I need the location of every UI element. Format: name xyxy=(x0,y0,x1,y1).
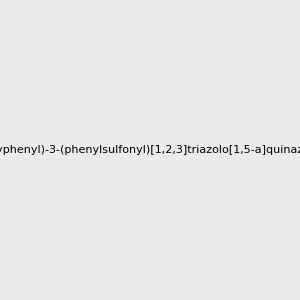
Text: N-(4-methoxyphenyl)-3-(phenylsulfonyl)[1,2,3]triazolo[1,5-a]quinazolin-5-amine: N-(4-methoxyphenyl)-3-(phenylsulfonyl)[1… xyxy=(0,145,300,155)
